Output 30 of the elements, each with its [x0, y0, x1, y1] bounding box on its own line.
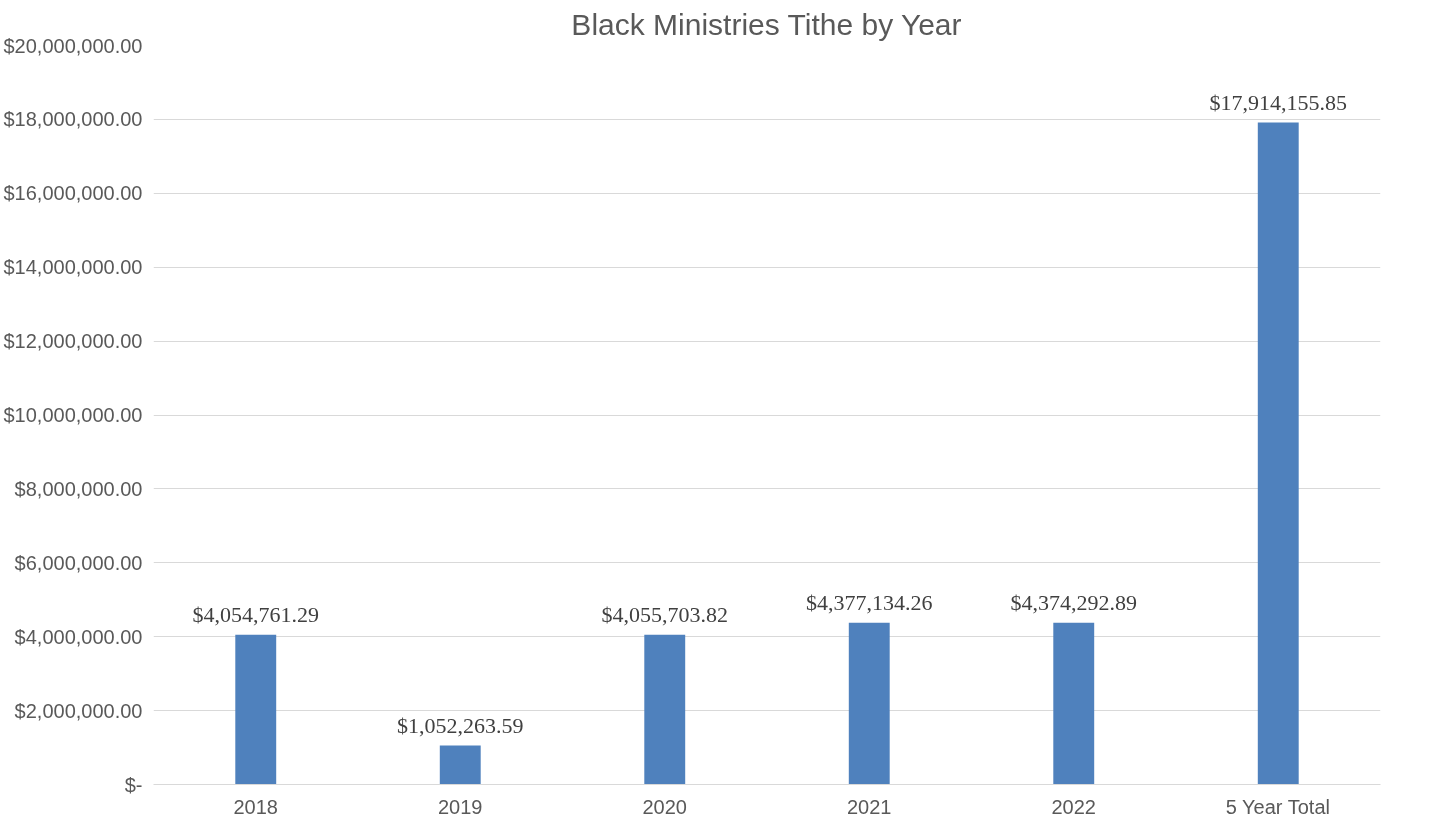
- bar: [1257, 122, 1299, 785]
- y-tick-label: $6,000,000.00: [14, 551, 143, 574]
- y-tick-label: $10,000,000.00: [3, 404, 143, 426]
- x-tick-label: 2021: [847, 795, 892, 818]
- y-tick-label: $-: [124, 773, 143, 796]
- x-tick-label: 2018: [233, 795, 278, 818]
- y-tick-label: $2,000,000.00: [14, 699, 143, 722]
- x-tick-label: 2019: [438, 795, 483, 818]
- y-tick-label: $14,000,000.00: [3, 256, 143, 279]
- x-tick-label: 2022: [1051, 795, 1096, 818]
- data-label: $4,377,134.26: [806, 589, 933, 615]
- bar: [1053, 622, 1095, 785]
- y-tick-label: $4,000,000.00: [14, 625, 143, 648]
- bar: [439, 745, 481, 785]
- y-tick-label: $18,000,000.00: [3, 108, 143, 131]
- bar: [235, 634, 277, 785]
- y-tick-label: $16,000,000.00: [3, 182, 143, 205]
- x-tick-label: 5 Year Total: [1225, 795, 1330, 818]
- data-label: $1,052,263.59: [397, 712, 524, 738]
- bar: [644, 634, 686, 785]
- y-tick-label: $20,000,000.00: [3, 34, 143, 57]
- data-label: $4,054,761.29: [192, 601, 319, 627]
- data-label: $4,055,703.82: [601, 601, 728, 627]
- chart-title: Black Ministries Tithe by Year: [571, 7, 962, 41]
- y-tick-label: $8,000,000.00: [14, 477, 143, 500]
- bar: [848, 622, 890, 785]
- x-tick-label: 2020: [642, 795, 687, 818]
- y-tick-label: $12,000,000.00: [3, 330, 143, 353]
- data-label: $4,374,292.89: [1010, 589, 1137, 615]
- data-label: $17,914,155.85: [1209, 89, 1347, 115]
